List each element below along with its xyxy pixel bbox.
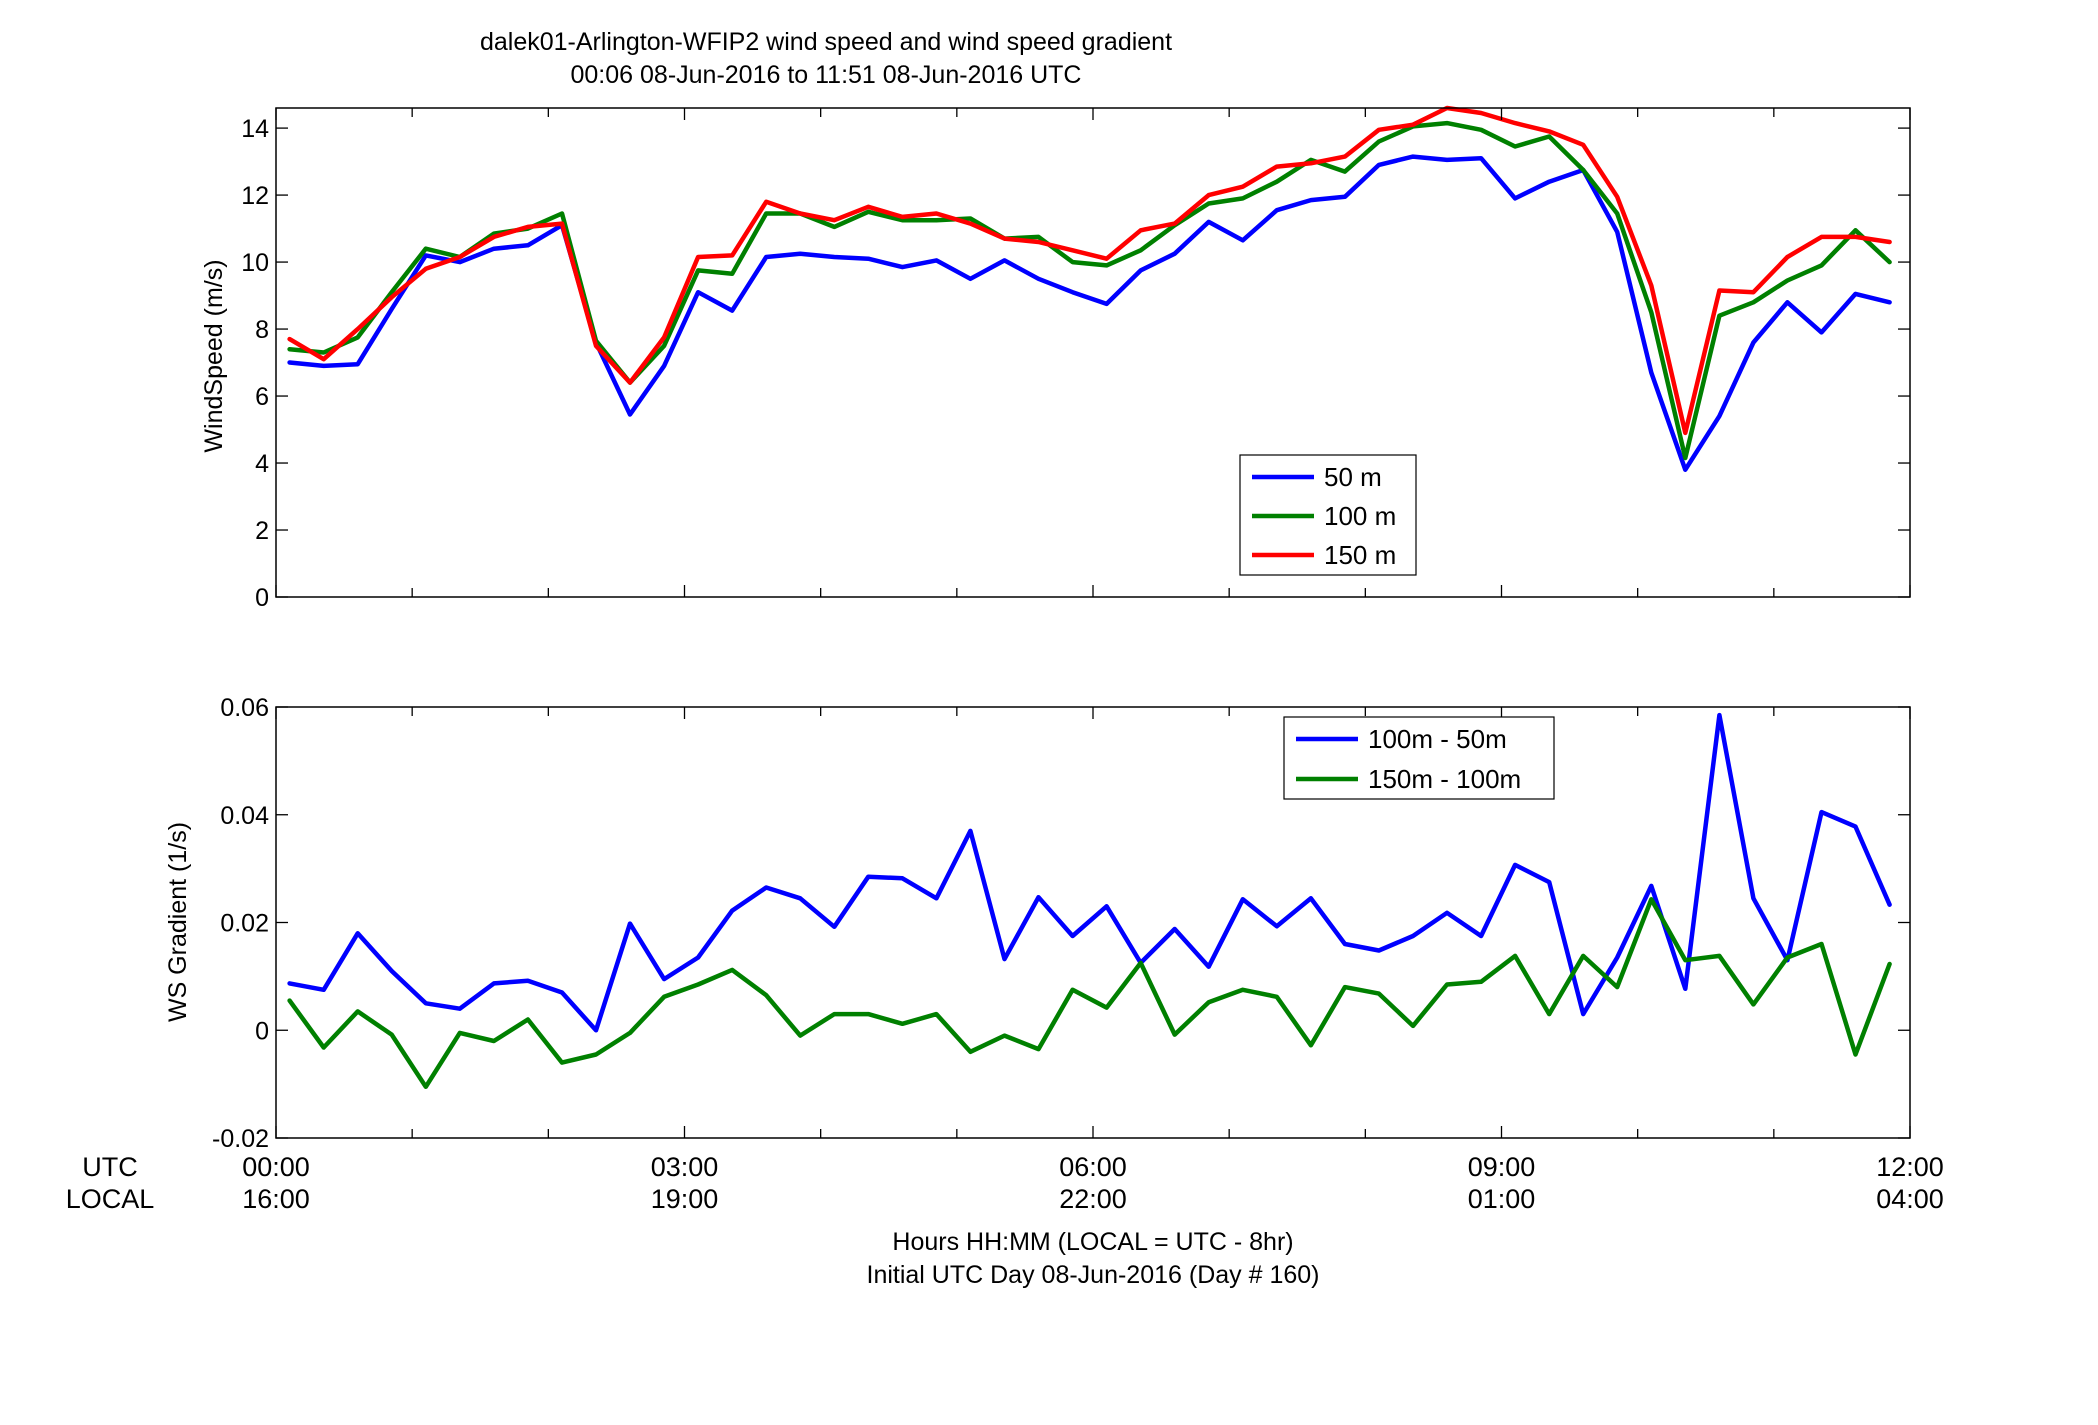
gradient-legend-box <box>1283 716 1555 800</box>
windspeed-ticks <box>275 108 1911 598</box>
windspeed-ytick-label: 0 <box>255 584 269 612</box>
local-tick-label: 16:00 <box>242 1184 310 1214</box>
gradient-ytick-label: -0.02 <box>212 1125 269 1153</box>
gradient-panel: -0.02 0 0.02 0.04 0.06 WS Gradient (1/s) 100… <box>164 694 1911 1153</box>
utc-tick-label: 06:00 <box>1059 1152 1127 1182</box>
utc-row-label: UTC <box>82 1152 138 1182</box>
windspeed-ytick-label: 14 <box>241 115 269 143</box>
local-tick-label: 04:00 <box>1876 1184 1944 1214</box>
local-row-label: LOCAL <box>66 1184 155 1214</box>
local-tick-label: 22:00 <box>1059 1184 1127 1214</box>
gradient-ytick-labels: -0.02 0 0.02 0.04 0.06 <box>212 694 269 1153</box>
windspeed-legend: 50 m 100 m 150 m <box>1239 454 1417 576</box>
windspeed-ytick-label: 2 <box>255 517 269 545</box>
windspeed-ytick-label: 10 <box>241 249 269 277</box>
windspeed-series-line-1 <box>287 154 1892 472</box>
local-tick-label: 19:00 <box>651 1184 719 1214</box>
gradient-legend: 100m - 50m 150m - 100m <box>1283 716 1555 800</box>
local-tick-label: 01:00 <box>1468 1184 1536 1214</box>
windspeed-ytick-label: 4 <box>255 450 269 478</box>
gradient-ytick-label: 0.02 <box>220 910 269 938</box>
windspeed-lines <box>287 105 1892 472</box>
gradient-lines <box>287 712 1892 1090</box>
utc-tick-label: 09:00 <box>1468 1152 1536 1182</box>
gradient-ylabel: WS Gradient (1/s) <box>164 822 192 1022</box>
windspeed-ytick-label: 6 <box>255 383 269 411</box>
gradient-legend-label-1: 100m - 50m <box>1368 724 1507 754</box>
utc-tick-label: 03:00 <box>651 1152 719 1182</box>
gradient-ytick-label: 0.04 <box>220 802 269 830</box>
gradient-legend-label-2: 150m - 100m <box>1368 764 1521 794</box>
gradient-series-line-2 <box>287 897 1892 1090</box>
x-axis-label-line1: Hours HH:MM (LOCAL = UTC - 8hr) <box>892 1228 1293 1256</box>
windspeed-ylabel: WindSpeed (m/s) <box>200 259 228 452</box>
windspeed-ytick-label: 12 <box>241 182 269 210</box>
utc-tick-label: 12:00 <box>1876 1152 1944 1182</box>
gradient-ytick-label: 0 <box>255 1017 269 1045</box>
x-axis-label-line2: Initial UTC Day 08-Jun-2016 (Day # 160) <box>867 1261 1320 1289</box>
windspeed-legend-label-3: 150 m <box>1324 540 1396 570</box>
figure-title-line2: 00:06 08-Jun-2016 to 11:51 08-Jun-2016 U… <box>571 61 1082 89</box>
windspeed-panel: 0 2 4 6 8 10 12 14 WindSpeed (m/s) 50 m 100 m 150… <box>200 105 1911 612</box>
windspeed-ytick-label: 8 <box>255 316 269 344</box>
windspeed-series-line-2 <box>287 120 1892 461</box>
windspeed-ytick-labels: 0 2 4 6 8 10 12 14 <box>241 115 269 612</box>
figure-title-line1: dalek01-Arlington-WFIP2 wind speed and w… <box>480 28 1172 56</box>
gradient-ytick-label: 0.06 <box>220 694 269 722</box>
gradient-ticks <box>275 706 1911 1139</box>
windspeed-legend-label-1: 50 m <box>1324 462 1382 492</box>
windspeed-series-line-3 <box>287 105 1892 436</box>
utc-tick-label: 00:00 <box>242 1152 310 1182</box>
windspeed-legend-label-2: 100 m <box>1324 501 1396 531</box>
gradient-series-line-1 <box>287 712 1892 1033</box>
